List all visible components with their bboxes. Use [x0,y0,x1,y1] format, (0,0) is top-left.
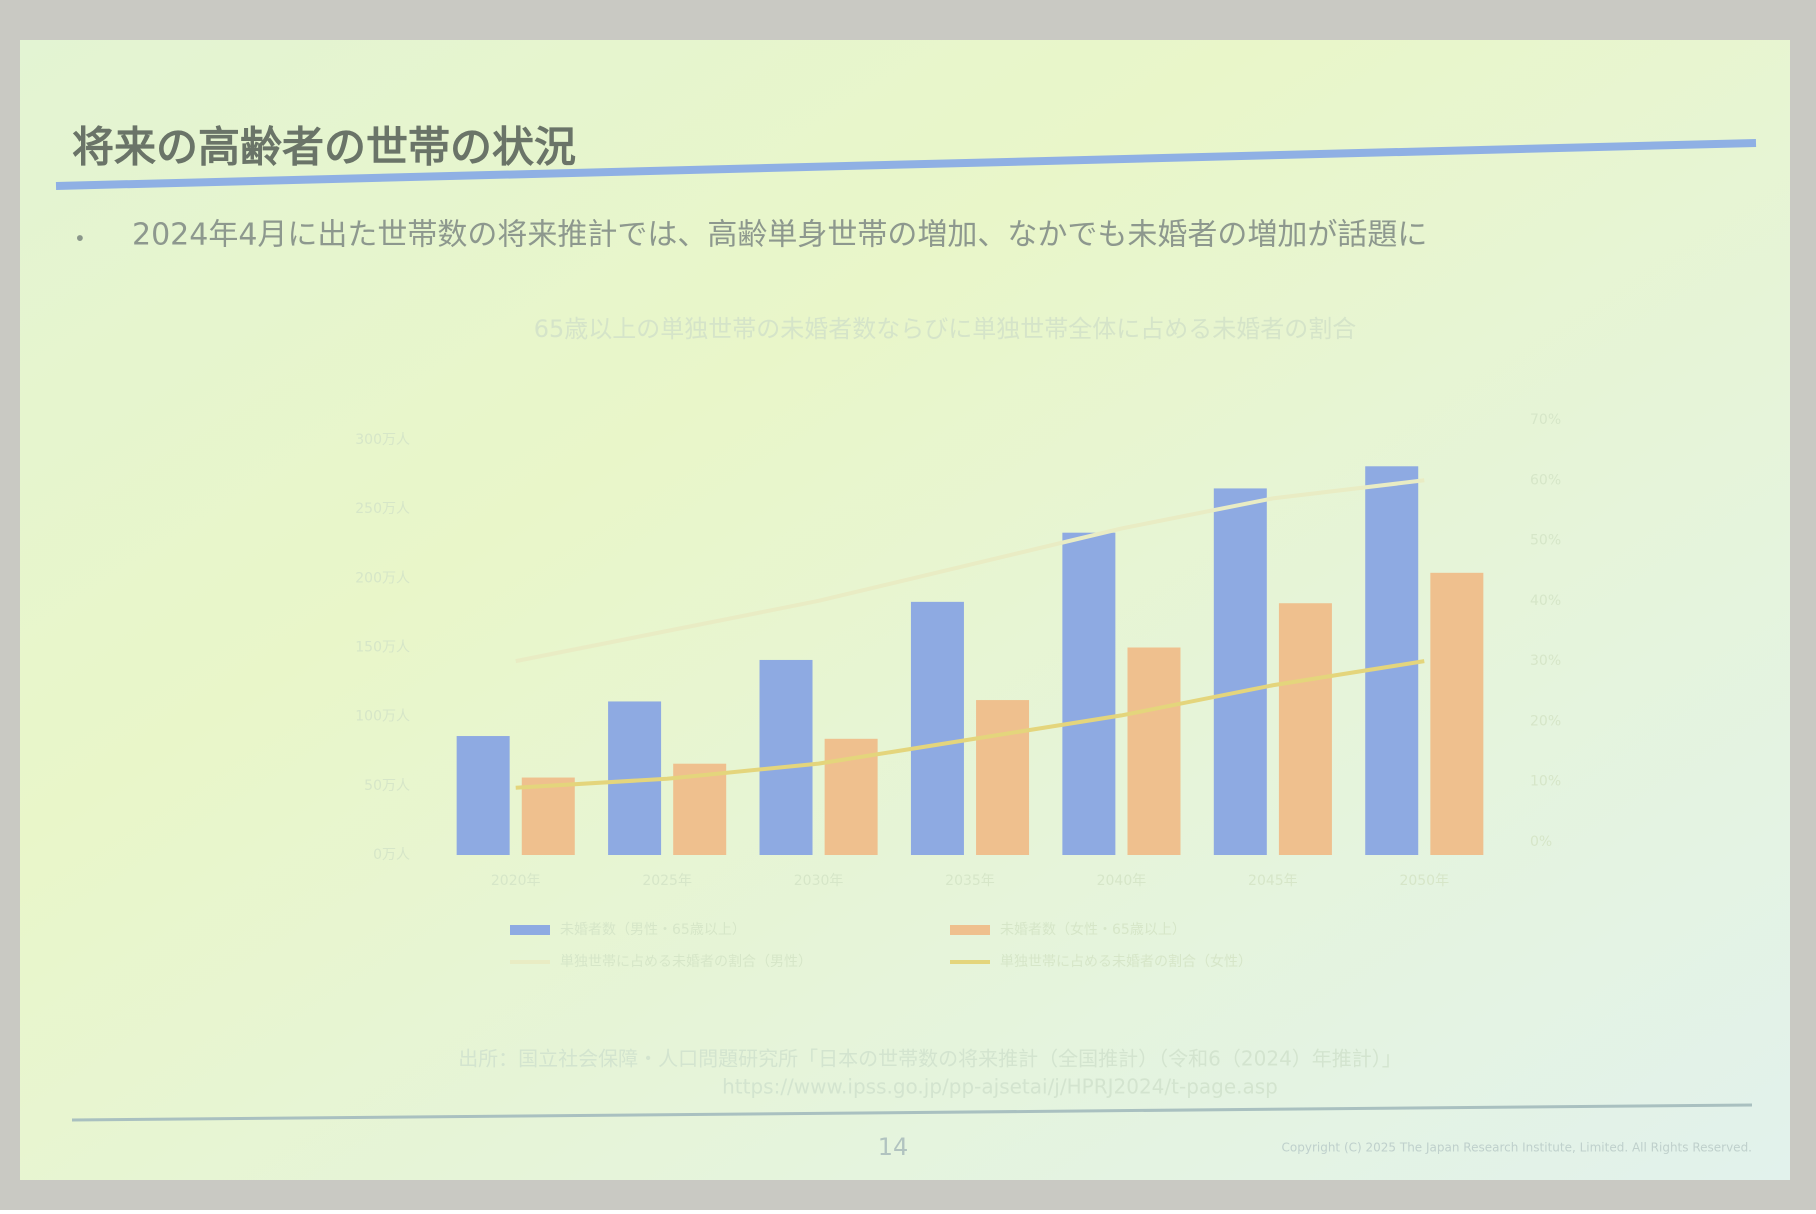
y2-tick-label: 30% [1530,653,1561,669]
source-url: https://www.ipss.go.jp/pp-ajsetai/j/HPRJ… [722,1075,1278,1099]
y2-tick-label: 10% [1530,774,1561,790]
legend-label: 単独世帯に占める未婚者の割合（女性） [1000,953,1252,970]
x-tick-label: 2035年 [945,873,995,889]
y2-tick-label: 50% [1530,533,1561,549]
bullet-text: 2024年4月に出た世帯数の将来推計では、高齢単身世帯の増加、なかでも未婚者の増… [132,218,1427,253]
y-tick-label: 200万人 [355,570,410,586]
bar [1365,466,1418,855]
bar [1214,488,1267,855]
bar [1279,603,1332,855]
x-tick-label: 2050年 [1399,873,1449,889]
x-tick-label: 2030年 [794,873,844,889]
legend-label: 単独世帯に占める未婚者の割合（男性） [560,953,812,970]
x-tick-label: 2020年 [491,873,541,889]
x-tick-label: 2025年 [642,873,692,889]
bar [1430,573,1483,855]
y2-tick-label: 70% [1530,412,1561,428]
page-number: 14 [878,1133,909,1161]
source: 出所：国立社会保障・人口問題研究所「日本の世帯数の将来推計（全国推計）（令和6（… [458,1047,1402,1071]
legend-swatch [510,925,550,935]
slide-photo: 将来の高齢者の世帯の状況 • 2024年4月に出た世帯数の将来推計では、高齢単身… [0,0,1816,1210]
chart-title: 65歳以上の単独世帯の未婚者数ならびに単独世帯全体に占める未婚者の割合 [534,315,1357,343]
legend-label: 未婚者数（男性・65歳以上） [560,922,746,938]
bullet-dot: • [74,227,86,251]
slide-title: 将来の高齢者の世帯の状況 [72,123,576,172]
x-tick-label: 2040年 [1097,873,1147,889]
bar [760,660,813,855]
y-tick-label: 250万人 [355,501,410,517]
y-tick-label: 300万人 [355,432,410,448]
y-tick-label: 100万人 [355,709,410,725]
y2-tick-label: 60% [1530,472,1561,488]
bar [457,736,510,855]
bar [1127,648,1180,856]
bar [522,778,575,855]
y-tick-label: 150万人 [355,640,410,656]
slide [20,40,1790,1180]
legend-swatch [950,925,990,935]
y2-tick-label: 20% [1530,713,1561,729]
y2-tick-label: 0% [1530,834,1552,850]
bar [1062,533,1115,855]
y-tick-label: 0万人 [373,847,410,863]
x-tick-label: 2045年 [1248,873,1298,889]
y-tick-label: 50万人 [364,778,410,794]
copyright: Copyright (C) 2025 The Japan Research In… [1282,1141,1753,1155]
legend-label: 未婚者数（女性・65歳以上） [1000,921,1186,938]
y2-tick-label: 40% [1530,593,1561,609]
bar [976,700,1029,855]
bar [911,602,964,855]
